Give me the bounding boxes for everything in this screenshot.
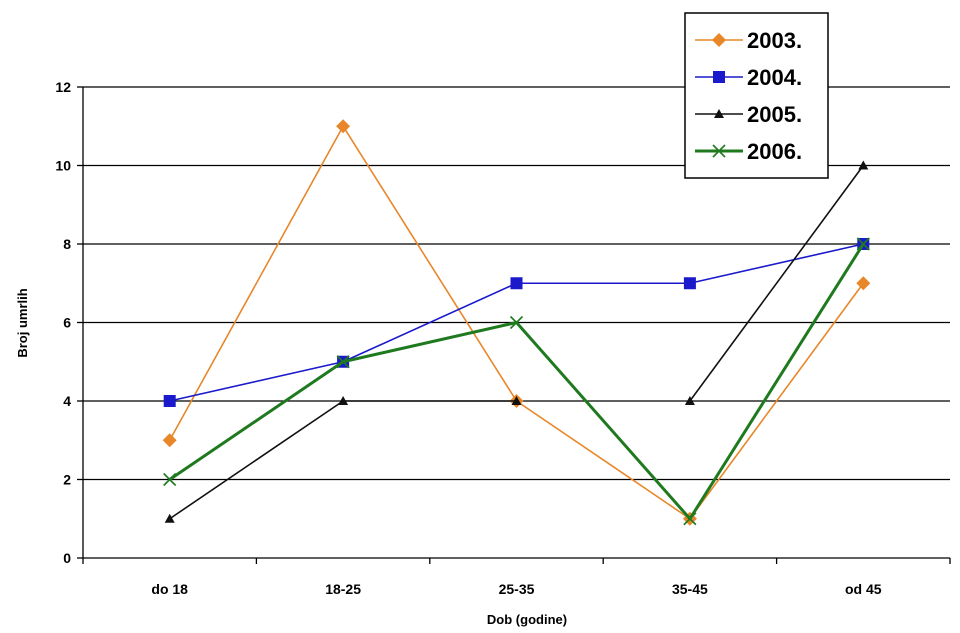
y-tick-label: 2 [63,472,71,488]
series-lines [162,119,871,526]
x-tick-label: 35-45 [672,581,708,597]
data-point [336,119,351,134]
data-point [336,355,350,369]
legend-label: 2005. [747,102,802,127]
y-tick-label: 6 [63,315,71,331]
data-point [164,513,175,523]
data-point [163,395,176,407]
legend-label: 2004. [747,65,802,90]
x-axis-title: Dob (godine) [487,612,567,627]
series-2005 [164,160,869,523]
data-point [338,396,349,405]
data-point [856,237,870,251]
y-tick-label: 0 [63,550,71,566]
x-tick-label: 25-35 [499,581,535,597]
x-tick-label: od 45 [845,581,882,597]
legend-item: 2006. [695,139,802,164]
axes [77,86,951,564]
series-line [169,400,517,520]
data-point [714,109,724,118]
data-point [511,396,522,405]
data-point [712,144,726,158]
y-axis-title: Broj umrlih [15,288,30,357]
data-point [163,472,177,487]
data-point [510,277,523,290]
series-2006 [163,237,870,526]
legend-label: 2003. [747,28,802,53]
tick-labels: 0 2 4 6 8 10 12 do 18 18-25 25-35 35-45 od 45 [55,79,881,597]
legend-item: 2004. [695,65,802,90]
x-tick-label: 18-25 [325,581,361,597]
legend-item: 2005. [695,102,802,127]
data-point [162,433,177,448]
y-tick-label: 12 [55,79,71,95]
legend-item: 2003. [695,28,802,53]
y-tick-label: 10 [55,158,71,174]
legend: 2003. 2004. 2005. 2006. [684,12,829,179]
data-point [712,33,726,47]
data-point [683,277,696,290]
legend-label: 2006. [747,139,802,164]
data-point [713,71,725,83]
data-point [683,512,697,526]
data-point [509,315,524,330]
data-point [684,396,695,405]
data-point [856,276,871,291]
x-tick-label: do 18 [151,581,188,597]
y-tick-label: 8 [63,236,71,252]
data-point [858,160,869,170]
series-line [689,165,864,402]
y-tick-label: 4 [63,393,71,409]
